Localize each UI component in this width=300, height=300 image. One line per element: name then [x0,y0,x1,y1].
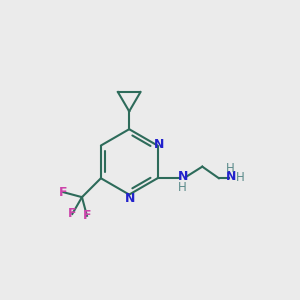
Text: N: N [226,170,236,183]
Text: N: N [178,170,188,183]
Text: H: H [178,181,187,194]
Text: F: F [83,209,91,222]
Text: N: N [124,192,135,205]
Text: N: N [154,138,164,151]
Text: H: H [226,162,235,175]
Text: H: H [236,170,244,184]
Text: F: F [59,186,68,199]
Text: F: F [68,207,76,220]
